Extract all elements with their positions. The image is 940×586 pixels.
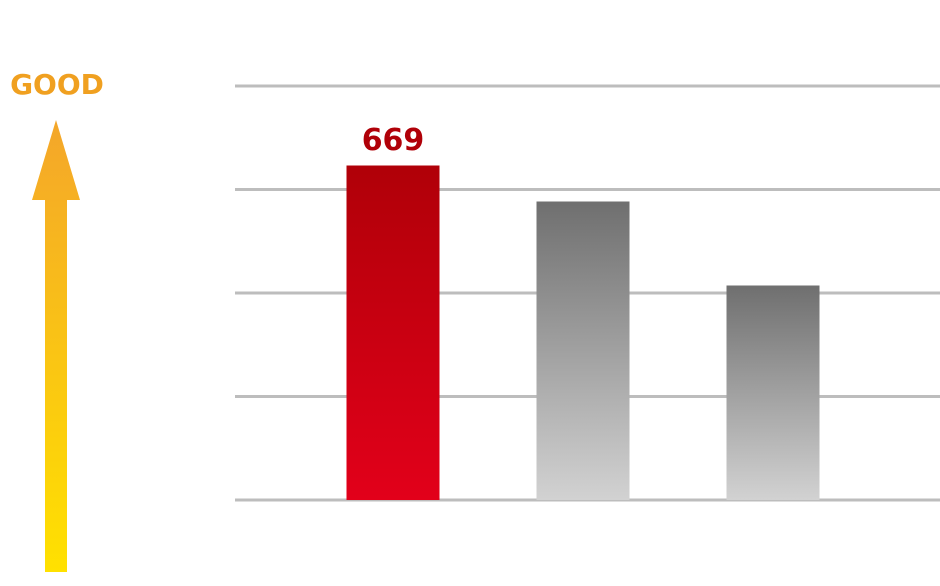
bar xyxy=(346,165,440,500)
good-arrow xyxy=(32,120,80,572)
value-label: 669 xyxy=(362,123,425,158)
bar xyxy=(726,285,820,500)
annotation: GOOD xyxy=(10,68,104,101)
bar xyxy=(536,201,630,500)
